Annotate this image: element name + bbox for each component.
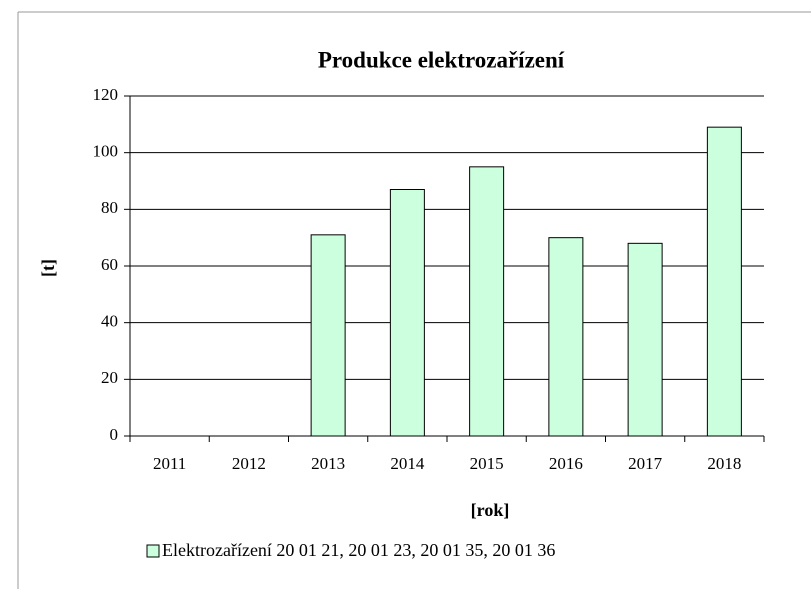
x-tick-label: 2017 <box>628 454 663 473</box>
x-tick-label: 2015 <box>470 454 504 473</box>
y-tick-label: 40 <box>101 312 118 331</box>
x-tick-label: 2012 <box>232 454 266 473</box>
legend-swatch <box>146 544 160 558</box>
y-tick-label: 100 <box>93 142 119 161</box>
x-tick-label: 2014 <box>390 454 425 473</box>
x-tick-label: 2013 <box>311 454 345 473</box>
x-axis-label: [rok] <box>471 500 510 520</box>
y-axis-label: [t] <box>38 259 58 277</box>
bar <box>548 237 584 437</box>
bar <box>469 166 505 437</box>
y-tick-label: 0 <box>110 425 119 444</box>
x-tick-label: 2016 <box>549 454 583 473</box>
chart-title: Produkce elektrozařízení <box>318 47 565 72</box>
x-tick-label: 2018 <box>707 454 741 473</box>
bar <box>706 126 742 437</box>
bar <box>310 234 346 437</box>
y-tick-label: 80 <box>101 198 118 217</box>
legend-label: Elektrozařízení 20 01 21, 20 01 23, 20 0… <box>162 540 555 560</box>
bar <box>389 189 425 437</box>
bar <box>627 242 663 437</box>
y-tick-label: 60 <box>101 255 118 274</box>
y-tick-label: 20 <box>101 368 118 387</box>
y-tick-label: 120 <box>93 85 119 104</box>
x-tick-label: 2011 <box>153 454 186 473</box>
